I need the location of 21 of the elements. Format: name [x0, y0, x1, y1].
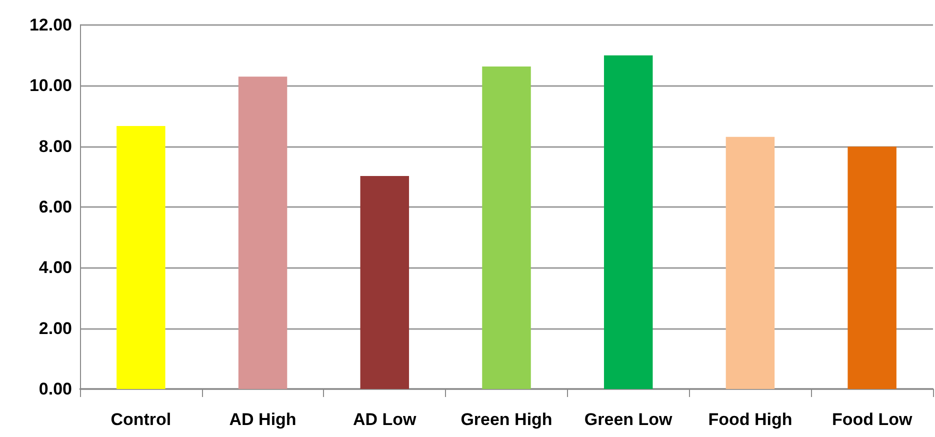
y-tick-label: 10.00: [29, 76, 72, 96]
bar: [238, 76, 288, 389]
bar: [482, 66, 531, 389]
y-tick-label: 12.00: [29, 16, 72, 34]
bar: [116, 126, 166, 389]
bar: [360, 176, 410, 389]
x-tick-label: Food High: [708, 410, 792, 429]
x-tick-label: Green High: [460, 410, 552, 429]
y-tick-label: 0.00: [38, 380, 72, 398]
bar: [604, 55, 653, 389]
y-tick-label: 2.00: [38, 318, 72, 338]
bar: [848, 146, 896, 389]
x-tick-label: Green Low: [584, 410, 674, 429]
x-tick-label: Food Low: [832, 410, 913, 429]
bar: [726, 136, 775, 389]
x-tick-label: Control: [110, 410, 172, 429]
x-tick-label: AD Low: [353, 410, 418, 429]
y-tick-label: 6.00: [38, 198, 72, 216]
x-tick-label: AD High: [229, 410, 296, 429]
y-tick-label: 8.00: [38, 136, 72, 156]
y-tick-label: 4.00: [38, 258, 72, 278]
